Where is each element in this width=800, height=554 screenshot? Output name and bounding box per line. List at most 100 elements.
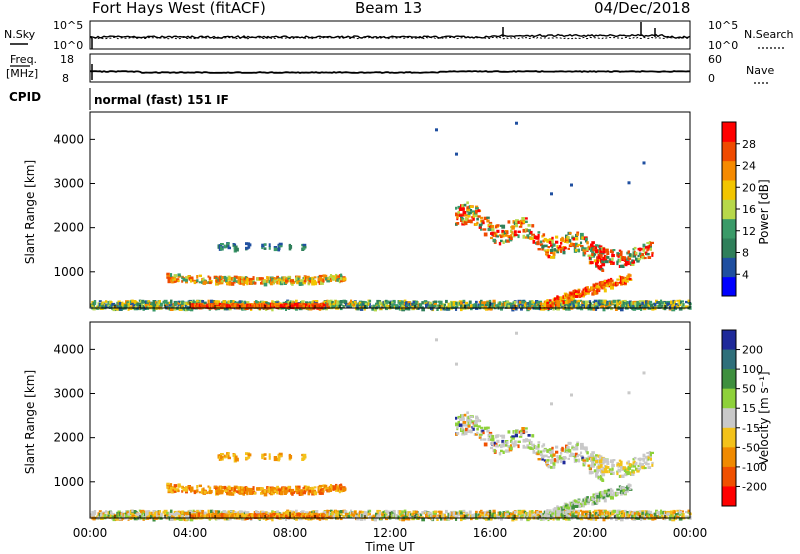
velocity-cell [513, 443, 518, 447]
velocity-cell [232, 510, 235, 513]
power-cell [528, 300, 533, 303]
power-cell [537, 233, 540, 238]
power-cell [462, 299, 466, 303]
power-cell [268, 302, 271, 305]
beam-label: Beam 13 [355, 0, 422, 17]
velocity-cell [282, 515, 286, 519]
power-cell [536, 235, 540, 240]
power-cell [592, 247, 596, 252]
power-cell [280, 304, 283, 308]
power-cell [567, 236, 570, 240]
power-cell [223, 244, 226, 247]
power-cell [298, 307, 303, 311]
power-cell [153, 302, 158, 306]
power-cell [181, 300, 185, 304]
velocity-cell [672, 512, 675, 516]
power-cell [517, 230, 521, 233]
power-cell [588, 256, 591, 260]
velocity-cell [515, 516, 518, 521]
power-cell [496, 224, 500, 227]
velocity-cell [226, 514, 229, 518]
power-cell [202, 277, 205, 282]
velocity-cell [517, 444, 520, 449]
power-cell [445, 299, 448, 304]
power-cell [170, 299, 173, 303]
velocity-cell [523, 513, 527, 517]
power-cell [260, 281, 264, 285]
velocity-cell [177, 513, 182, 518]
velocity-cell [513, 440, 517, 444]
power-cell [595, 262, 598, 266]
power-cell [226, 242, 229, 246]
power-cell [443, 304, 446, 308]
power-cell [592, 288, 595, 291]
power-cell [377, 304, 381, 309]
velocity-cell [466, 411, 469, 415]
velocity-cell [228, 514, 231, 519]
velocity-cell [481, 431, 484, 435]
power-cell [192, 299, 195, 304]
power-cell [633, 246, 637, 250]
velocity-cell [223, 455, 227, 459]
velocity-cell [633, 512, 638, 516]
velocity-cell [481, 514, 486, 517]
power-cell [345, 303, 349, 306]
velocity-cell [352, 513, 356, 517]
velocity-cell [267, 515, 272, 520]
power-cell [481, 221, 484, 225]
velocity-cell [233, 453, 237, 456]
power-cell [498, 301, 502, 306]
power-cell [245, 242, 249, 246]
power-cell [506, 300, 510, 303]
power-cell [595, 282, 599, 287]
velocity-cell [280, 514, 283, 518]
power-cell [228, 276, 232, 280]
velocity-cell [511, 435, 516, 438]
velocity-cell [536, 451, 539, 454]
velocity-cell [490, 512, 494, 516]
freq-tick-bottom: 8 [62, 72, 69, 85]
velocity-cell [268, 453, 271, 457]
velocity-cell [331, 511, 334, 515]
velocity-cell [448, 515, 451, 519]
power-cell [186, 307, 189, 311]
power-cell [555, 301, 557, 304]
velocity-cell [91, 514, 94, 517]
power-cell [250, 304, 253, 308]
power-cell [550, 256, 554, 259]
power-cell [340, 277, 343, 281]
velocity-cell [680, 511, 682, 515]
velocity-cell [173, 488, 177, 491]
velocity-cell [268, 456, 271, 460]
power-cell [227, 246, 231, 250]
power-cell [645, 300, 648, 304]
power-cell [593, 301, 596, 306]
power-cell [555, 240, 559, 244]
velocity-cell [567, 514, 571, 518]
power-cell [238, 300, 242, 304]
velocity-cell [528, 513, 533, 517]
velocity-cell [220, 456, 223, 460]
velocity-cell [640, 517, 643, 521]
velocity-cell [181, 490, 184, 493]
velocity-cell [207, 485, 210, 488]
power-cell [578, 294, 582, 298]
velocity-cell [511, 441, 514, 445]
velocity-cell [602, 517, 606, 522]
velocity-cell [373, 517, 377, 522]
power-cell [622, 279, 627, 282]
velocity-cell [472, 422, 475, 425]
velocity-cell [491, 435, 495, 438]
power-cell [577, 243, 581, 246]
velocity-cell [478, 514, 482, 519]
velocity-cell [326, 513, 329, 517]
power-cell [638, 252, 642, 256]
velocity-cell [543, 459, 546, 462]
velocity-cell [420, 513, 423, 517]
power-cell [117, 300, 121, 303]
velocity-cell [300, 492, 304, 496]
velocity-cell [247, 453, 252, 457]
velocity-cell [641, 511, 645, 516]
velocity-cell [677, 512, 680, 515]
power-cell [548, 299, 552, 302]
